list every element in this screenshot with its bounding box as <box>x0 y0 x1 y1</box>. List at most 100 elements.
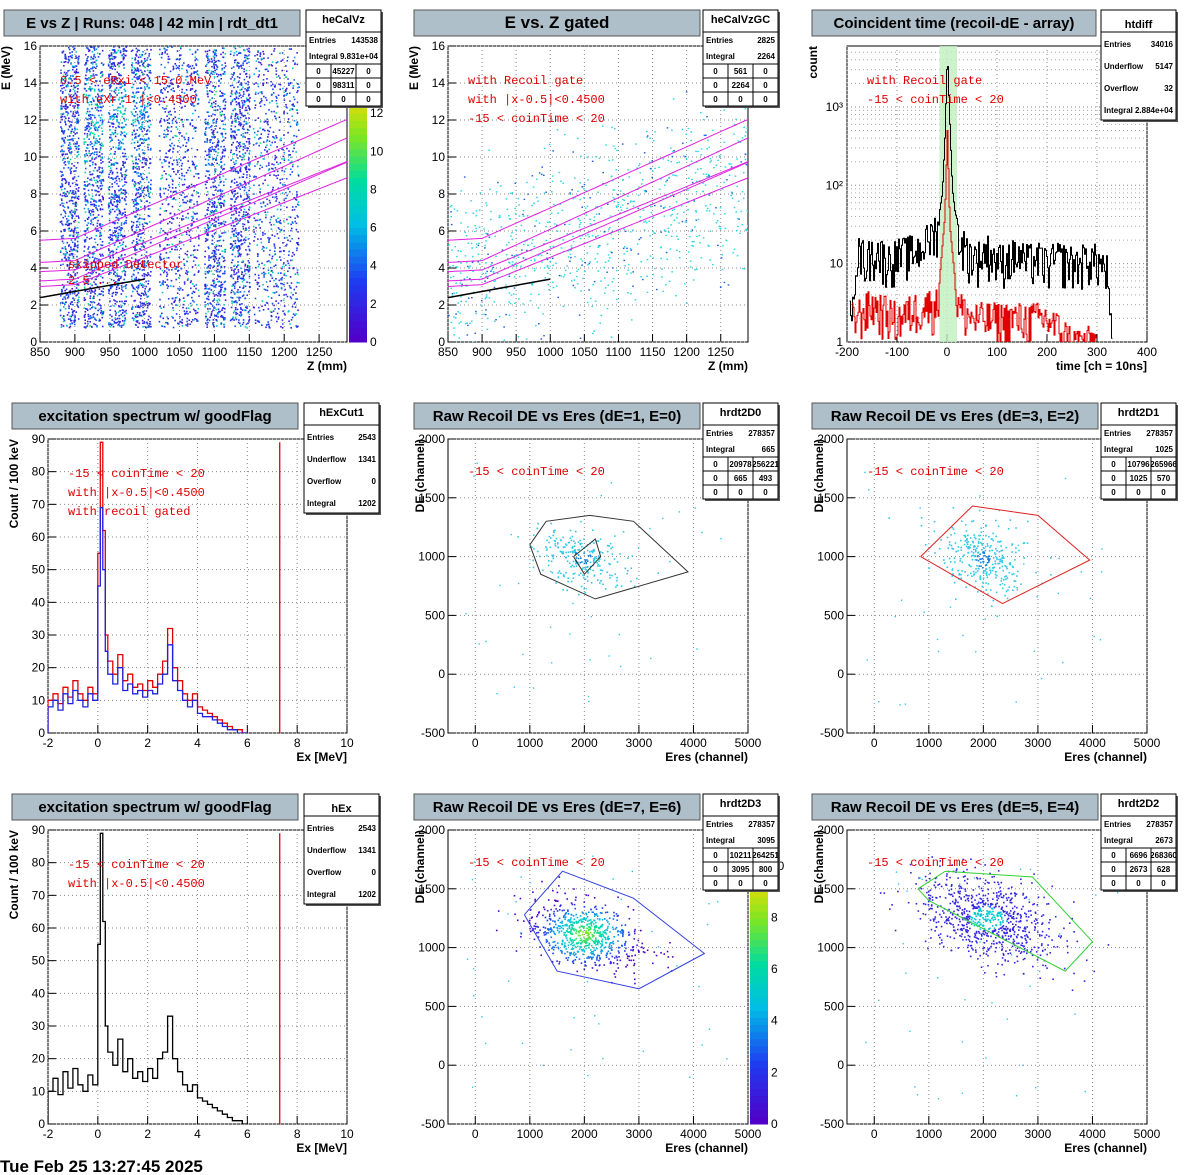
data-pixel <box>74 203 76 205</box>
data-pixel <box>101 171 104 174</box>
data-pixel <box>222 94 224 97</box>
data-pixel <box>123 88 126 91</box>
data-pixel <box>85 281 88 283</box>
data-pixel <box>215 314 217 317</box>
data-pixel <box>208 115 210 117</box>
data-pixel <box>211 209 214 212</box>
data-pixel <box>85 59 88 62</box>
data-pixel <box>111 285 114 288</box>
data-pixel <box>99 76 102 79</box>
data-pixel <box>108 197 111 200</box>
data-pixel <box>167 61 170 64</box>
data-pixel <box>143 128 146 130</box>
data-pixel <box>86 320 89 323</box>
data-pixel <box>91 142 93 145</box>
data-pixel <box>121 304 123 307</box>
data-pixel <box>247 269 250 272</box>
data-pixel <box>73 82 76 85</box>
data-pixel <box>71 216 73 219</box>
data-pixel <box>238 103 240 105</box>
data-pixel <box>113 262 115 265</box>
data-pixel <box>146 274 149 277</box>
data-pixel <box>113 62 115 64</box>
data-pixel <box>71 196 74 198</box>
data-pixel <box>69 75 72 77</box>
data-pixel <box>70 248 72 251</box>
data-pixel <box>112 269 115 272</box>
data-pixel <box>163 120 166 122</box>
data-pixel <box>236 291 239 293</box>
data-pixel <box>110 193 113 195</box>
data-pixel <box>134 68 137 71</box>
data-pixel <box>94 107 97 109</box>
data-pixel <box>62 91 64 93</box>
data-pixel <box>143 86 146 89</box>
data-pixel <box>211 178 213 180</box>
data-pixel <box>131 133 134 136</box>
data-pixel <box>166 128 168 131</box>
data-pixel <box>71 138 73 140</box>
data-pixel <box>112 272 115 275</box>
data-pixel <box>209 81 212 83</box>
data-pixel <box>233 207 236 210</box>
data-pixel <box>212 133 215 135</box>
data-pixel <box>112 99 115 101</box>
data-pixel <box>238 143 241 146</box>
data-pixel <box>110 198 113 201</box>
data-pixel <box>101 118 104 121</box>
data-pixel <box>239 291 242 293</box>
data-pixel <box>160 63 163 66</box>
data-pixel <box>242 319 245 321</box>
data-pixel <box>85 150 87 152</box>
data-pixel <box>143 58 146 60</box>
data-pixel <box>204 132 206 135</box>
tick-label-x: 1150 <box>236 345 262 359</box>
data-pixel <box>216 154 219 157</box>
data-pixel <box>62 112 65 115</box>
data-pixel <box>87 222 90 224</box>
data-pixel <box>143 312 146 315</box>
data-pixel <box>83 160 86 162</box>
data-pixel <box>148 166 150 169</box>
data-pixel <box>73 97 75 100</box>
data-pixel <box>146 223 149 225</box>
tick-label-y: 16 <box>24 39 38 53</box>
data-pixel <box>145 186 148 189</box>
data-pixel <box>122 192 124 195</box>
data-pixel <box>138 101 141 103</box>
data-pixel <box>194 264 197 266</box>
data-pixel <box>171 83 173 85</box>
data-pixel <box>135 161 137 164</box>
data-pixel <box>91 211 93 213</box>
data-pixel <box>172 309 175 312</box>
data-pixel <box>116 265 118 268</box>
data-pixel <box>93 53 96 56</box>
data-pixel <box>193 105 196 107</box>
data-pixel <box>224 116 226 118</box>
data-pixel <box>102 287 105 290</box>
data-pixel <box>213 295 216 297</box>
data-pixel <box>205 170 208 172</box>
data-pixel <box>198 234 200 237</box>
data-pixel <box>65 85 68 88</box>
data-pixel <box>141 95 143 98</box>
data-pixel <box>135 238 138 240</box>
data-pixel <box>120 83 123 85</box>
data-pixel <box>175 64 178 67</box>
data-pixel <box>165 210 168 212</box>
data-pixel <box>224 289 226 291</box>
data-pixel <box>135 165 138 168</box>
data-pixel <box>248 157 250 159</box>
data-pixel <box>120 288 123 291</box>
data-pixel <box>220 322 223 325</box>
data-pixel <box>139 314 141 317</box>
data-pixel <box>234 114 237 116</box>
data-pixel <box>108 219 111 222</box>
data-pixel <box>76 235 79 237</box>
data-pixel <box>89 118 92 120</box>
data-pixel <box>206 69 208 72</box>
data-pixel <box>95 121 98 124</box>
data-pixel <box>216 131 219 134</box>
data-pixel <box>150 270 152 273</box>
data-pixel <box>237 187 240 189</box>
